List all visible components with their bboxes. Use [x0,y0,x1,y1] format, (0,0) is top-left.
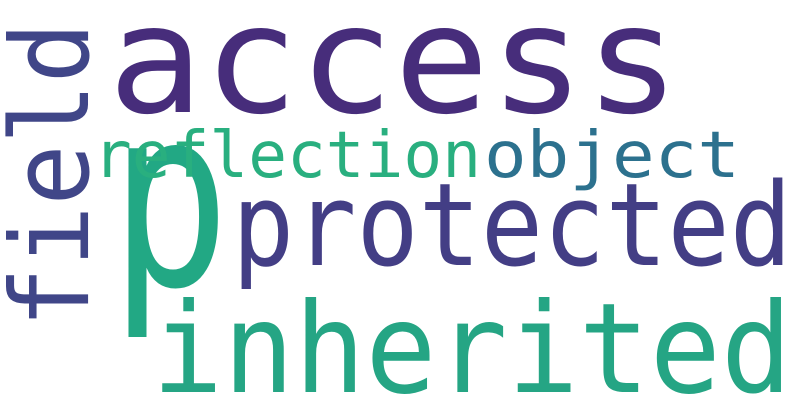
word-access: access [108,0,680,148]
word-reflection: reflection [93,119,481,193]
word-field: field [0,22,114,328]
word-inherited: inherited [152,277,792,400]
word-p: p [110,53,230,344]
word-protected: protected [232,159,792,293]
word-object: object [484,119,740,193]
